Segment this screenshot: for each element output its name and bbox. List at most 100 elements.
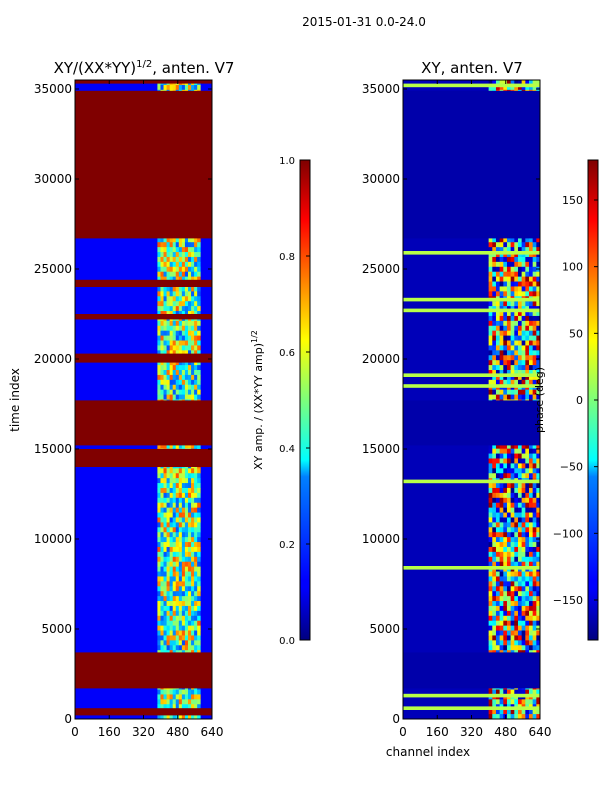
heatmap-cell (510, 522, 515, 528)
heatmap-cell (169, 296, 174, 302)
heatmap-cell (172, 242, 177, 248)
heatmap-cell (488, 443, 493, 450)
heatmap-cell (488, 360, 493, 366)
heatmap-cell (510, 640, 515, 646)
heatmap-cell (532, 80, 537, 86)
heatmap-cell (197, 320, 201, 327)
heatmap-cell (163, 556, 167, 563)
heatmap-cell (166, 311, 171, 317)
heatmap-cell (495, 635, 501, 641)
heatmap-cell (510, 483, 515, 489)
heatmap-cell (194, 296, 198, 302)
heatmap-cell (514, 596, 519, 602)
heatmap-cell (184, 325, 189, 332)
heatmap-cell (157, 507, 161, 513)
heatmap-cell (172, 483, 177, 489)
heatmap-cell (178, 601, 183, 607)
heatmap-cell (495, 492, 501, 499)
heatmap-cell (172, 296, 177, 302)
heatmap-cell (510, 315, 515, 322)
heatmap-cell (172, 645, 177, 651)
heatmap-cell (181, 478, 186, 484)
heatmap-cell (197, 370, 201, 376)
heatmap-cell (197, 247, 201, 253)
left-colorbar-ticks: 0.00.20.40.60.81.0 (279, 156, 310, 647)
heatmap-cell (517, 252, 523, 258)
heatmap-cell (488, 281, 493, 287)
heatmap-cell (514, 581, 519, 587)
heatmap-cell (492, 507, 497, 513)
heatmap-cell (506, 502, 512, 509)
heatmap-cell (197, 551, 201, 558)
heatmap-cell (525, 645, 530, 651)
heatmap-cell (169, 330, 174, 336)
heatmap-cell (172, 714, 177, 720)
heatmap-cell (166, 615, 171, 622)
y-tick-label: 0 (392, 712, 400, 726)
heatmap-cell (175, 502, 180, 509)
heatmap-cell (197, 694, 201, 700)
heatmap-cell (166, 620, 171, 627)
right-heatmap-image (403, 80, 541, 720)
heatmap-cell (181, 252, 186, 258)
heatmap-cell (197, 374, 201, 381)
heatmap-cell (187, 689, 192, 695)
heatmap-cell (160, 84, 164, 91)
heatmap-cell (181, 610, 186, 617)
heatmap-cell (197, 699, 201, 705)
heatmap-cell (181, 291, 186, 297)
heatmap-cell (178, 266, 183, 273)
heatmap-cell (169, 237, 174, 243)
heatmap-cell (514, 271, 519, 278)
heatmap-cell (510, 561, 515, 568)
heatmap-cell (495, 281, 501, 287)
heatmap-cell (499, 291, 504, 297)
heatmap-cell (517, 247, 523, 253)
heatmap-cell (197, 271, 201, 278)
heatmap-cell (532, 527, 537, 533)
heatmap-cell (175, 586, 180, 592)
heatmap-cell (184, 714, 189, 720)
heatmap-cell (528, 610, 534, 617)
heatmap-cell (521, 561, 526, 568)
heatmap-cell (191, 306, 195, 312)
heatmap-cell (184, 502, 189, 509)
heatmap-cell (525, 517, 530, 523)
heatmap-cell (160, 714, 164, 720)
heatmap-cell (495, 709, 501, 715)
heatmap-cell (160, 389, 164, 395)
heatmap-cell (184, 689, 189, 695)
heatmap-cell (536, 330, 541, 336)
heatmap-cell (163, 335, 167, 341)
heatmap-streak (403, 384, 540, 388)
heatmap-cell (184, 546, 189, 553)
heatmap-cell (532, 389, 537, 395)
heatmap-cell (184, 522, 189, 528)
heatmap-cell (178, 610, 183, 617)
heatmap-cell (514, 252, 519, 258)
heatmap-cell (157, 468, 161, 474)
heatmap-cell (528, 581, 534, 587)
heatmap-cell (514, 527, 519, 533)
heatmap-cell (175, 256, 180, 263)
heatmap-cell (169, 271, 174, 278)
heatmap-cell (528, 315, 534, 322)
heatmap-cell (499, 512, 504, 518)
heatmap-cell (514, 483, 519, 489)
heatmap-cell (492, 311, 497, 317)
heatmap-cell (514, 256, 519, 263)
heatmap-cell (488, 605, 493, 612)
heatmap-cell (172, 601, 177, 607)
heatmap-cell (528, 355, 534, 361)
heatmap-cell (197, 350, 201, 356)
heatmap-band (75, 652, 212, 689)
heatmap-cell (528, 84, 534, 91)
heatmap-cell (536, 463, 541, 469)
heatmap-cell (191, 502, 195, 509)
heatmap-cell (169, 561, 174, 568)
heatmap-cell (528, 483, 534, 489)
heatmap-cell (503, 581, 508, 587)
heatmap-cell (166, 394, 171, 400)
heatmap-cell (528, 571, 534, 577)
heatmap-cell (169, 84, 174, 91)
